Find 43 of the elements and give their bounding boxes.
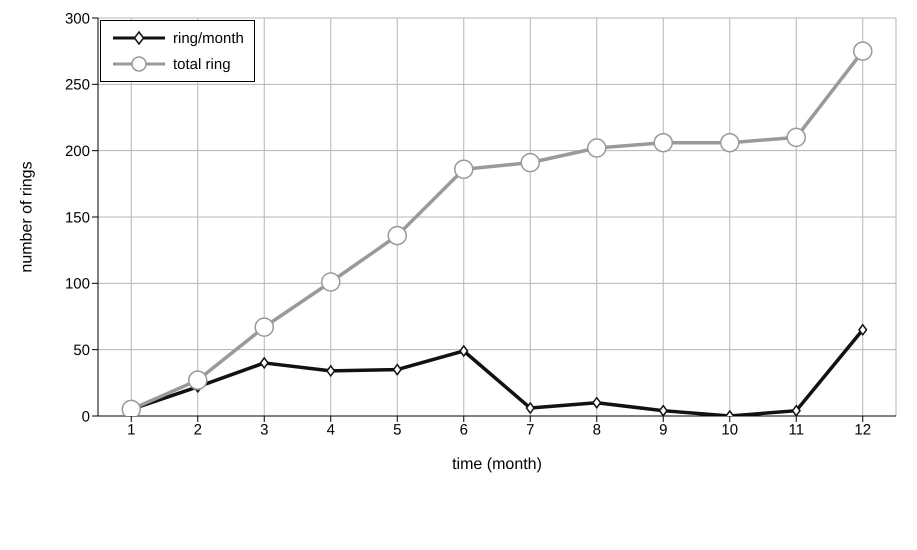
y-tick-label: 200 (64, 142, 90, 160)
x-tick-label: 9 (659, 422, 668, 439)
point (459, 345, 468, 357)
point (587, 138, 606, 158)
point (392, 364, 402, 376)
x-tick-label: 7 (526, 422, 534, 439)
point (853, 41, 872, 61)
x-tick-label: 4 (326, 422, 335, 439)
x-axis-title: time (month) (452, 456, 542, 473)
x-tick-label: 10 (721, 422, 738, 439)
x-tick-label: 12 (854, 422, 872, 439)
point (654, 132, 673, 152)
point (592, 396, 602, 408)
y-tick-label: 50 (73, 342, 90, 359)
point (254, 317, 274, 337)
point (260, 357, 269, 369)
x-tick-label: 1 (127, 422, 136, 439)
point (658, 404, 668, 416)
point (326, 365, 336, 377)
y-tick-label: 300 (64, 10, 90, 28)
point (321, 272, 340, 292)
y-axis-title: number of rings (18, 161, 36, 273)
point (454, 159, 474, 179)
legend-label: total ring (173, 56, 231, 72)
point (388, 226, 407, 246)
x-tick-label: 8 (592, 422, 601, 439)
x-tick-label: 5 (393, 422, 402, 439)
point (188, 370, 208, 390)
y-tick-label: 150 (64, 209, 90, 226)
y-tick-label: 250 (64, 76, 90, 94)
y-tick-label: 0 (82, 408, 90, 426)
point (720, 132, 740, 152)
point (786, 128, 806, 148)
x-tick-label: 3 (260, 422, 268, 439)
point (520, 152, 540, 172)
y-tick-label: 100 (64, 276, 90, 293)
x-tick-label: 2 (194, 422, 202, 439)
point (526, 402, 535, 414)
point (858, 324, 868, 336)
x-tick-label: 11 (788, 422, 804, 439)
x-tick-label: 6 (460, 422, 468, 439)
legend-label: ring/month (173, 30, 244, 46)
point (792, 404, 801, 416)
